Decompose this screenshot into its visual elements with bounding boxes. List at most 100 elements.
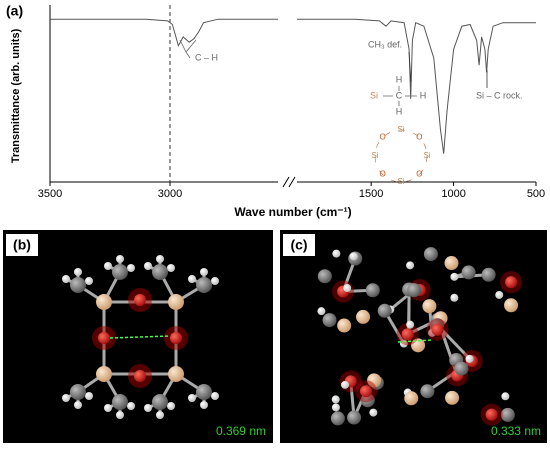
atom — [505, 276, 517, 288]
atom — [347, 411, 361, 425]
atom — [445, 391, 459, 405]
annotation: C – H — [195, 52, 218, 62]
atom — [420, 384, 434, 398]
atom — [462, 265, 476, 279]
atom — [116, 411, 124, 419]
atom — [112, 394, 128, 410]
atom — [62, 394, 70, 402]
atom — [168, 366, 184, 382]
x-tick-label: 1000 — [441, 188, 465, 200]
atom — [504, 298, 518, 312]
atom — [152, 264, 168, 280]
atom — [402, 328, 414, 340]
atom — [70, 277, 86, 293]
atom — [317, 307, 325, 315]
atom — [168, 294, 184, 310]
atom — [104, 262, 112, 270]
atom — [343, 284, 351, 292]
atom — [424, 247, 438, 261]
atom-label: Si — [397, 177, 404, 186]
atom — [167, 402, 175, 410]
atom — [96, 294, 112, 310]
atom — [211, 392, 219, 400]
atom — [98, 332, 110, 344]
atom — [356, 310, 370, 324]
panel-label: (b) — [13, 237, 31, 253]
axis-break — [283, 177, 295, 187]
atom — [144, 404, 152, 412]
atom — [350, 252, 358, 260]
atom — [495, 291, 503, 299]
atom — [369, 409, 377, 417]
atom — [112, 264, 128, 280]
atom — [85, 392, 93, 400]
panel-background — [3, 230, 273, 443]
atom — [450, 273, 458, 281]
atom — [96, 366, 112, 382]
atom — [127, 402, 135, 410]
atom — [156, 411, 164, 419]
atom — [167, 264, 175, 272]
atom — [318, 269, 332, 283]
atom — [188, 394, 196, 402]
atom — [482, 268, 496, 282]
atom — [486, 409, 498, 421]
atom-label: Si — [370, 90, 378, 100]
atom — [104, 404, 112, 412]
atom — [85, 277, 93, 285]
x-tick-label: 3000 — [158, 188, 182, 200]
atom — [360, 385, 372, 397]
atom — [170, 332, 182, 344]
atom — [200, 401, 208, 409]
atom-label: O — [416, 133, 422, 142]
atom — [200, 268, 208, 276]
atom — [196, 384, 212, 400]
atom — [444, 256, 458, 270]
atom — [332, 403, 340, 411]
x-tick-label: 500 — [527, 188, 545, 200]
atom — [74, 401, 82, 409]
atom — [323, 313, 337, 327]
atom — [134, 294, 146, 306]
atom-label: H — [396, 74, 403, 84]
atom — [74, 268, 82, 276]
y-axis-label: Transmittance (arb. units) — [10, 28, 22, 163]
atom — [211, 277, 219, 285]
atom — [406, 321, 414, 329]
atom — [366, 283, 380, 297]
atom — [152, 394, 168, 410]
x-tick-label: 1500 — [359, 188, 383, 200]
atom — [188, 275, 196, 283]
panel-c: (c) 0.333 nm — [280, 230, 547, 443]
atom — [465, 355, 473, 363]
atom-label: C — [396, 90, 403, 100]
distance-label: 0.333 nm — [491, 424, 541, 438]
atom — [501, 408, 515, 422]
atom — [116, 255, 124, 263]
atom — [70, 384, 86, 400]
atom — [332, 250, 340, 258]
spectrum-line — [50, 19, 278, 46]
x-axis-label: Wave number (cm⁻¹) — [234, 205, 351, 219]
atom — [196, 277, 212, 293]
atom — [337, 319, 351, 333]
atom — [404, 391, 418, 405]
panel-b: (b) 0.369 nm — [3, 230, 273, 443]
atom — [127, 264, 135, 272]
atom — [406, 261, 414, 269]
atom-label: O — [379, 133, 385, 142]
atom — [331, 411, 345, 425]
annotation: CH₃ def. — [368, 39, 402, 49]
panel-label: (a) — [6, 3, 23, 19]
annotation-structure — [180, 40, 196, 58]
atom — [454, 362, 468, 376]
atom — [62, 275, 70, 283]
atom — [407, 283, 421, 297]
distance-label: 0.369 nm — [216, 424, 266, 438]
atom — [156, 255, 164, 263]
atom — [332, 395, 340, 403]
atom — [422, 299, 436, 313]
